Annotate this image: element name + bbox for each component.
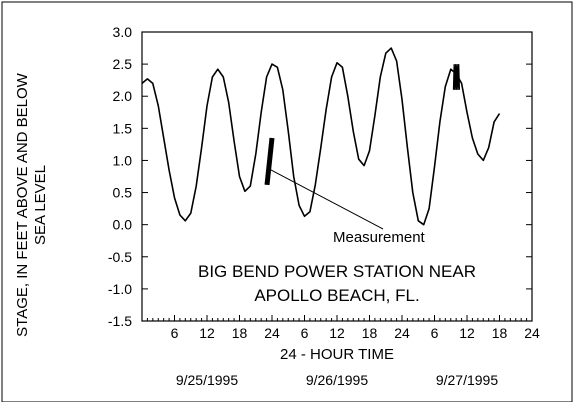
y-tick-label: 0.0 [113,217,133,233]
x-tick-label: 18 [232,325,248,341]
date-labels: 9/25/1995 9/26/1995 9/27/1995 [176,372,498,388]
y-axis-title-line-1: STAGE, IN FEET ABOVE AND BELOW [14,72,31,337]
annotations: Measurement BIG BEND POWER STATION NEAR … [198,229,476,305]
measurement-label: Measurement [333,229,426,246]
series-layer [141,47,501,230]
y-tick-label: 2.0 [113,88,133,104]
chart-title-line-2: APOLLO BEACH, FL. [254,286,419,305]
chart-title-line-1: BIG BEND POWER STATION NEAR [198,262,476,281]
x-tick-label: 6 [431,325,439,341]
y-tick-label: -1.5 [108,313,132,329]
y-axis-title-line-2: SEA LEVEL [32,165,49,245]
x-tick-label: 18 [492,325,508,341]
y-tick-label: 3.0 [113,24,133,40]
x-tick-label: 18 [362,325,378,341]
stage-series-line [141,47,501,226]
x-tick-label: 12 [199,325,215,341]
y-tick-label: 0.5 [113,185,133,201]
noise-spikes [452,64,461,90]
y-tick-label: 2.5 [113,56,133,72]
measurement-leader-line [269,168,384,230]
y-tick-label: -0.5 [108,249,132,265]
x-tick-label: 6 [171,325,179,341]
date-label: 9/26/1995 [306,372,368,388]
measurement-bar [264,137,275,186]
x-axis-title: 24 - HOUR TIME [280,346,394,363]
x-tick-label: 12 [459,325,475,341]
x-tick-label: 12 [329,325,345,341]
x-tick-label: 24 [264,325,280,341]
x-axis: 6 12 18 24 6 12 18 24 6 12 18 24 [146,315,540,341]
y-tick-label: 1.5 [113,120,133,136]
y-tick-label: -1.0 [108,281,132,297]
date-label: 9/25/1995 [176,372,238,388]
y-axis: -1.5 -1.0 -0.5 0.0 0.5 1.0 1.5 2.0 2.5 3.0 [108,24,532,329]
x-tick-label: 6 [301,325,309,341]
x-tick-label: 24 [394,325,410,341]
y-axis-title: STAGE, IN FEET ABOVE AND BELOW SEA LEVEL [14,72,49,337]
date-label: 9/27/1995 [436,372,498,388]
y-tick-label: 1.0 [113,152,133,168]
x-tick-label: 24 [524,325,540,341]
